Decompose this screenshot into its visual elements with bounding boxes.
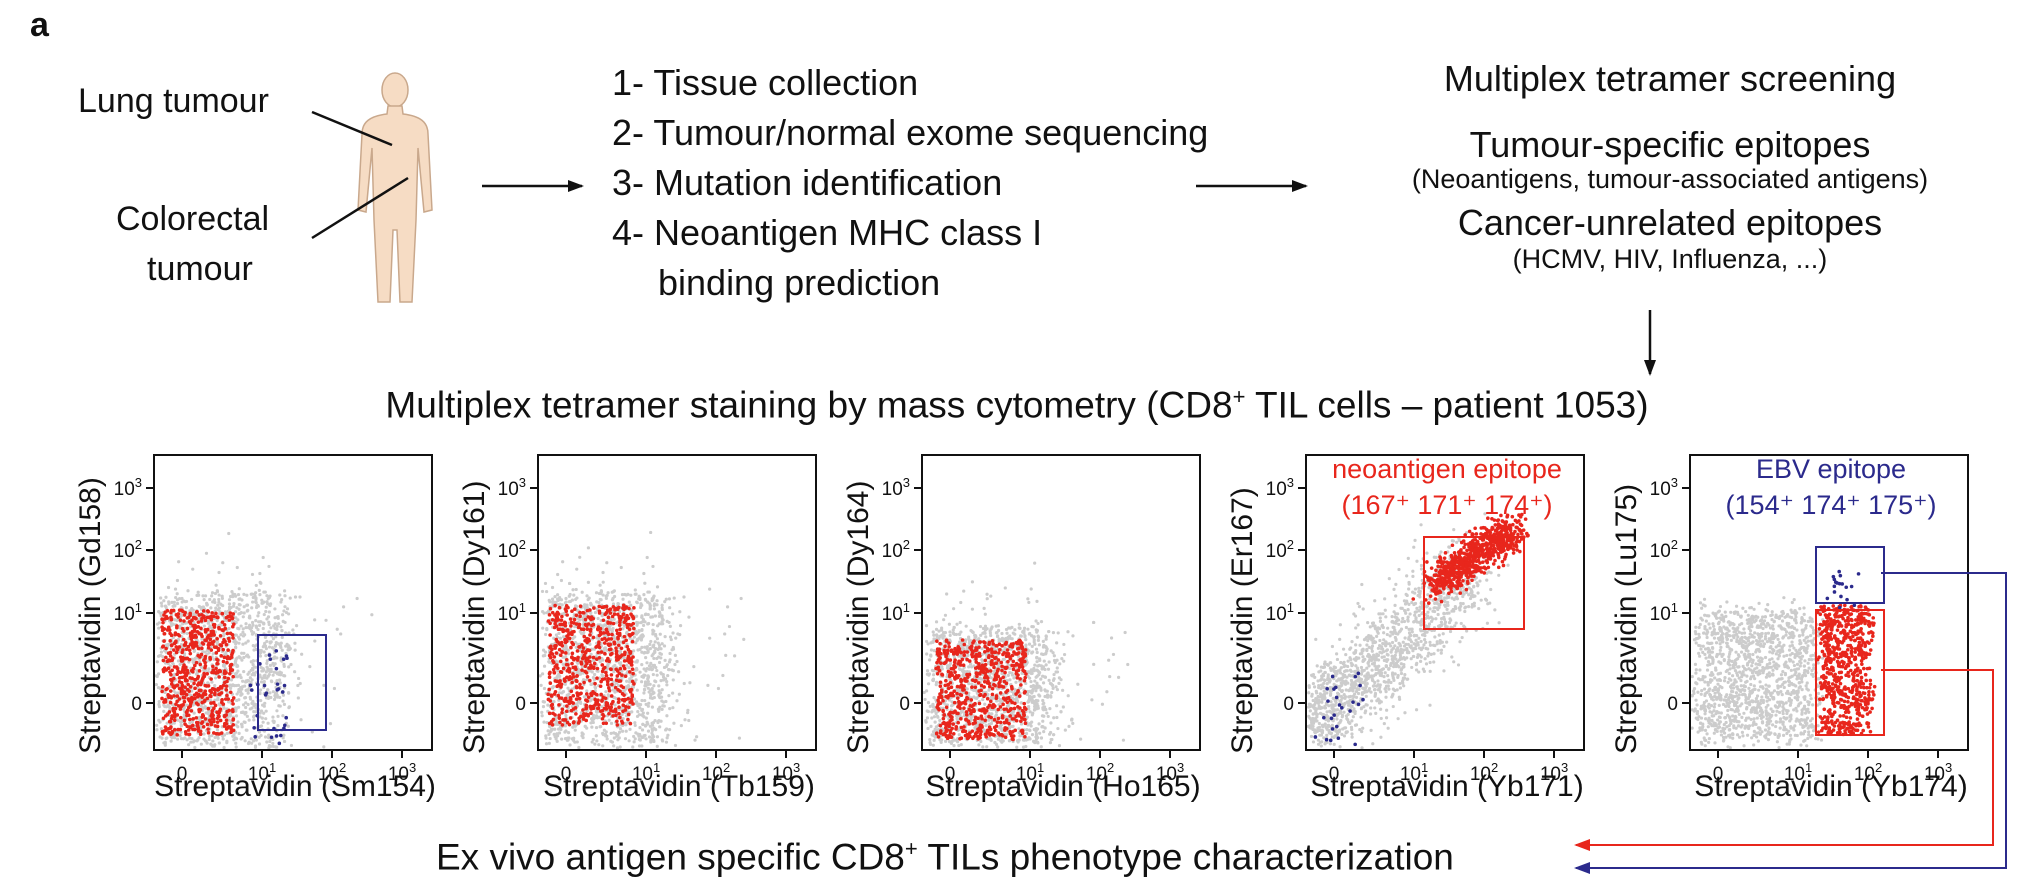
y-tick-label: 0 [131,694,142,715]
tumour-epitope-cells-5 [1815,603,1877,737]
lung-tumour-label: Lung tumour [78,82,269,120]
colorectal-pointer [311,176,409,240]
ebv-gate-title: EBV epitope [1755,454,1907,484]
ebv-gate-sub: (154⁺ 174⁺ 175⁺) [1725,490,1937,520]
lung-pointer [311,110,393,147]
screening-title: Multiplex tetramer screening [1443,58,1897,99]
cancer-unrelated-sub: (HCMV, HIV, Influenza, ...) [1512,244,1828,274]
plot1-xlabel: Streptavidin (Sm154) [154,770,436,803]
tumour-epitope-cells-2 [546,603,636,727]
colorectal-label: Colorectal [116,200,270,238]
ebv-epitope-cells-4 [1313,671,1365,747]
x-tick-label: 0 [1329,764,1340,785]
plot5-xlabel: Streptavidin (Yb174) [1694,770,1968,803]
plot-frame-1 [153,454,433,751]
cancer-unrelated-heading: Cancer-unrelated epitopes [1457,202,1883,243]
tumour-gate [1815,609,1885,736]
x-tick-label: 0 [1713,764,1724,785]
human-body-icon [357,72,433,303]
x-tick-label: 101 [1784,760,1812,785]
x-tick-label: 0 [561,764,572,785]
y-tick-label: 0 [1283,694,1294,715]
top-arrows [311,110,1656,376]
tumour-epitope-cells-3 [934,638,1028,742]
step-4: 4- Neoantigen MHC class I [612,212,1043,253]
plot2-xlabel: Streptavidin (Tb159) [543,770,815,803]
step-1: 1- Tissue collection [612,62,919,103]
ebv-gate [1815,546,1885,604]
tumour-specific-sub: (Neoantigens, tumour-associated antigens… [1411,164,1929,194]
neoantigen-gate [1423,536,1525,630]
panel-letter: a [30,6,49,44]
staining-title: Multiplex tetramer staining by mass cyto… [385,384,1649,426]
step-4-continued: binding prediction [658,262,941,303]
plot3-xlabel: Streptavidin (Ho165) [925,770,1201,803]
step-2: 2- Tumour/normal exome sequencing [612,112,1209,153]
x-tick-label: 102 [1086,760,1114,785]
phenotype-characterization-text: Ex vivo antigen specific CD8+ TILs pheno… [436,836,1454,878]
ebv-epitope-cells-5 [1825,569,1861,610]
gate-plot-1 [257,634,327,731]
plot4-xlabel: Streptavidin (Yb171) [1310,770,1584,803]
plot-frame-3 [921,454,1201,751]
plot-frame-4 [1305,454,1585,751]
x-tick-label: 0 [177,764,188,785]
tumour-epitope-cells-1 [160,608,236,737]
neoantigen-gate-sub: (167⁺ 171⁺ 174⁺) [1341,490,1553,520]
tumour-specific-heading: Tumour-specific epitopes [1469,124,1871,165]
y-tick-label: 0 [515,694,526,715]
y-tick-label: 0 [1667,694,1678,715]
plot-frame-5 [1689,454,1969,751]
red-connector-arrow [1574,669,1994,851]
x-tick-label: 0 [945,764,956,785]
plot-frame-2 [537,454,817,751]
neoantigen-gate-title: neoantigen epitope [1332,454,1562,484]
tumour-epitope-cells-4 [1411,512,1530,605]
blue-connector-arrow [1574,572,2007,874]
step-3: 3- Mutation identification [612,162,1003,203]
y-tick-label: 0 [899,694,910,715]
tumour-label: tumour [147,250,253,288]
background-cells-5 [1690,596,1833,750]
